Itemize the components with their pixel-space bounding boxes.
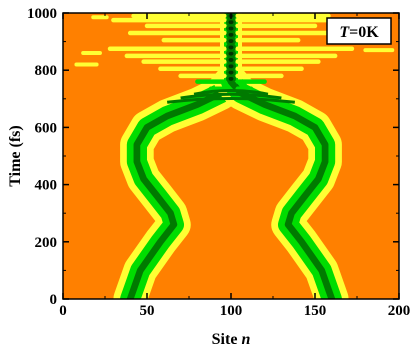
legend-label: T=0K	[339, 24, 379, 41]
y-tick-label: 800	[35, 63, 58, 79]
y-tick-label: 200	[35, 235, 58, 251]
convergence-arc	[166, 97, 296, 104]
convergence-arc	[193, 89, 269, 96]
legend-value: =0K	[349, 24, 379, 41]
y-axis-title: Time (fs)	[7, 125, 24, 186]
center-node-core	[228, 20, 234, 25]
center-node-core	[228, 70, 234, 75]
y-tick-label: 1000	[27, 6, 57, 22]
x-tick-label: 200	[388, 303, 411, 319]
x-axis-title: Site n	[212, 331, 251, 348]
center-node-core	[228, 57, 234, 62]
legend-box	[326, 17, 392, 45]
x-tick-label: 150	[304, 303, 327, 319]
legend-var: T	[339, 24, 350, 41]
x-tick-label: 100	[220, 303, 243, 319]
center-node-core	[228, 45, 234, 50]
convergence-arc	[180, 92, 282, 100]
x-axis-title-main: Site	[212, 331, 238, 348]
x-tick-label: 0	[59, 303, 67, 319]
x-axis-title-var: n	[241, 331, 250, 348]
center-node-core	[228, 51, 234, 56]
y-tick-label: 400	[35, 178, 58, 194]
center-node-core	[228, 32, 234, 37]
x-tick-label: 50	[140, 303, 155, 319]
center-node-core	[228, 76, 234, 81]
center-node-core	[228, 64, 234, 69]
contour-band-high-right	[227, 78, 336, 299]
y-tick-label: 0	[50, 292, 58, 308]
axis-ticks: 0 50 100 150 200 0 200 400 600 800 1000	[27, 6, 410, 319]
center-node-core	[228, 26, 234, 31]
contour-band-high-left	[126, 78, 235, 299]
y-tick-label: 600	[35, 120, 58, 136]
center-node-core	[228, 39, 234, 44]
plot-area	[63, 13, 399, 299]
temperature-legend: T=0K	[326, 17, 392, 45]
